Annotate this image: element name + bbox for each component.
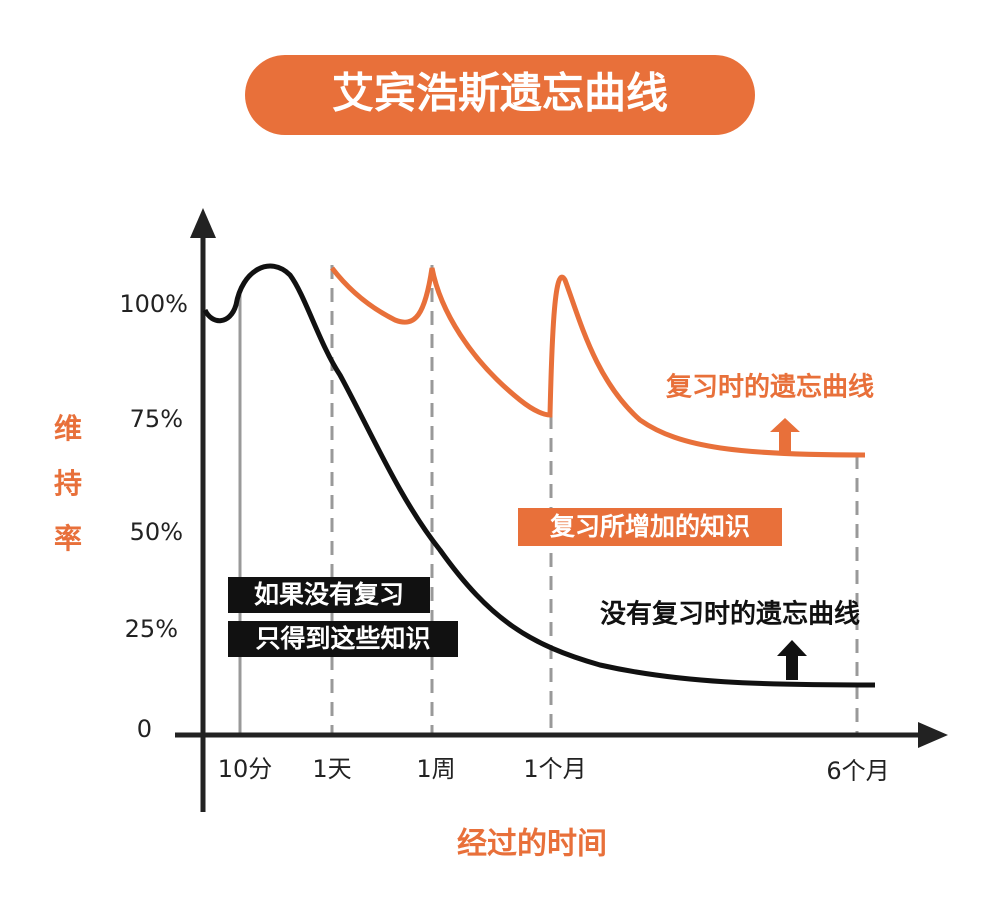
title-pill xyxy=(245,55,755,135)
y-arrow xyxy=(190,208,216,238)
no-review-arrow xyxy=(777,640,807,680)
no-review-label: 没有复习时的遗忘曲线 xyxy=(600,599,860,630)
box-line2-bg xyxy=(228,621,458,657)
guides xyxy=(238,265,859,735)
x-tick-label: 6个月 xyxy=(826,757,889,785)
gain-label: 复习所增加的知识 xyxy=(550,512,750,541)
x-arrow xyxy=(918,722,948,748)
x-tick-label: 1天 xyxy=(312,755,351,783)
title: 艾宾浩斯遗忘曲线 xyxy=(332,69,668,118)
y-tick-label: 75% xyxy=(130,405,183,433)
x-axis-label: 经过的时间 xyxy=(457,827,607,862)
y-tick-label: 25% xyxy=(125,615,178,643)
no-review-curve xyxy=(202,263,876,688)
gain-box xyxy=(518,508,782,546)
box-line1-bg xyxy=(228,577,430,613)
x-tick-label: 1周 xyxy=(416,755,455,783)
box-line1: 如果没有复习 xyxy=(254,580,404,609)
y-label-char: 维 xyxy=(54,412,82,445)
y-axis-label: 维 持 率 xyxy=(54,412,82,555)
y-tick-label: 0 xyxy=(137,715,152,743)
review-arrow xyxy=(770,418,800,455)
y-tick-label: 50% xyxy=(130,518,183,546)
axes xyxy=(175,208,948,812)
x-tick-label: 1个月 xyxy=(523,755,586,783)
review-curve xyxy=(330,266,866,458)
x-ticks: 10分 1天 1周 1个月 6个月 xyxy=(218,755,890,785)
y-ticks: 100% 75% 50% 25% 0 xyxy=(119,290,188,743)
box-line2: 只得到这些知识 xyxy=(255,624,430,653)
y-label-char: 持 xyxy=(54,467,82,500)
x-tick-label: 10分 xyxy=(218,755,273,783)
y-tick-label: 100% xyxy=(119,290,188,318)
review-label: 复习时的遗忘曲线 xyxy=(666,372,874,403)
y-label-char: 率 xyxy=(54,522,82,555)
